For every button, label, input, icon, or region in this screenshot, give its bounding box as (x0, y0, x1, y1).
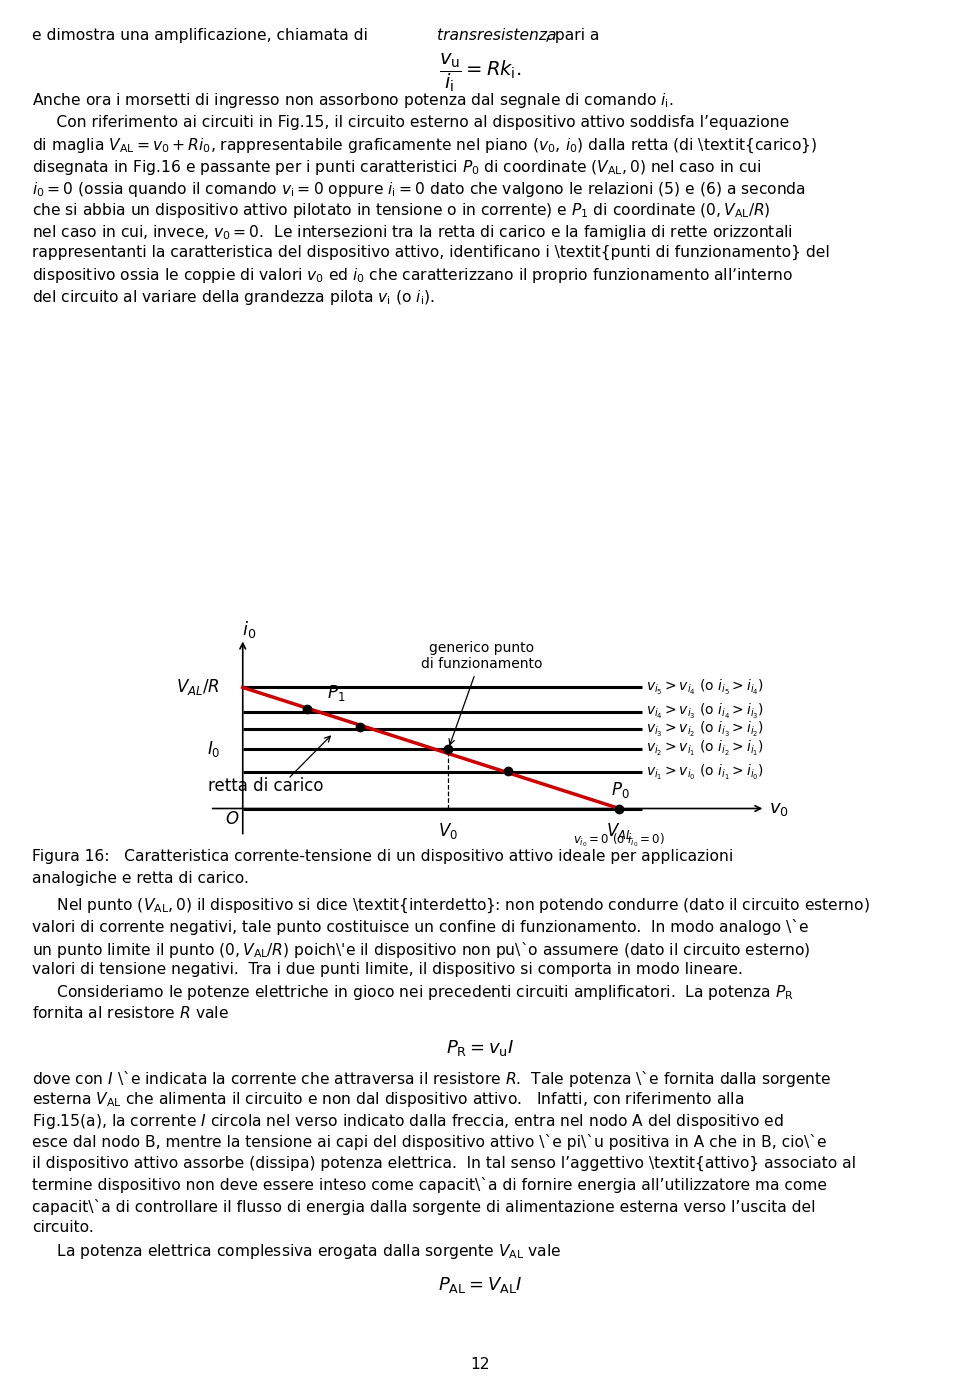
Text: $v_{i_2} > v_{i_1}$ (o $i_{i_2} > i_{i_1}$): $v_{i_2} > v_{i_1}$ (o $i_{i_2} > i_{i_1… (646, 739, 764, 759)
Text: capacit\`a di controllare il flusso di energia dalla sorgente di alimentazione e: capacit\`a di controllare il flusso di e… (32, 1199, 815, 1214)
Text: $v_0$: $v_0$ (769, 799, 789, 817)
Text: termine dispositivo non deve essere inteso come capacit\`a di fornire energia al: termine dispositivo non deve essere inte… (32, 1176, 827, 1193)
Text: Figura 16:   Caratteristica corrente-tensione di un dispositivo attivo ideale pe: Figura 16: Caratteristica corrente-tensi… (32, 849, 732, 865)
Text: $V_0$: $V_0$ (439, 821, 459, 841)
Text: $V_{AL}$: $V_{AL}$ (606, 821, 633, 841)
Text: Consideriamo le potenze elettriche in gioco nei precedenti circuiti amplificator: Consideriamo le potenze elettriche in gi… (32, 983, 794, 1003)
Text: $P_0$: $P_0$ (611, 780, 630, 799)
Text: e dimostra una amplificazione, chiamata di: e dimostra una amplificazione, chiamata … (32, 28, 372, 43)
Text: esterna $V_{\mathrm{AL}}$ che alimenta il circuito e non dal dispositivo attivo.: esterna $V_{\mathrm{AL}}$ che alimenta i… (32, 1090, 744, 1109)
Text: retta di carico: retta di carico (207, 777, 324, 795)
Text: dispositivo ossia le coppie di valori $v_0$ ed $i_0$ che caratterizzano il propr: dispositivo ossia le coppie di valori $v… (32, 265, 793, 285)
Text: $\dfrac{v_{\mathrm{u}}}{i_{\mathrm{i}}} = Rk_{\mathrm{i}}.$: $\dfrac{v_{\mathrm{u}}}{i_{\mathrm{i}}} … (439, 52, 521, 95)
Text: $i_0$: $i_0$ (242, 619, 256, 640)
Text: $v_{i_0} = 0$ (o $i_{i_0} = 0$): $v_{i_0} = 0$ (o $i_{i_0} = 0$) (573, 831, 665, 849)
Text: $v_{i_5} > v_{i_4}$ (o $i_{i_5} > i_{i_4}$): $v_{i_5} > v_{i_4}$ (o $i_{i_5} > i_{i_4… (646, 678, 764, 697)
Text: nel caso in cui, invece, $v_0 = 0$.  Le intersezioni tra la retta di carico e la: nel caso in cui, invece, $v_0 = 0$. Le i… (32, 224, 793, 242)
Text: analogiche e retta di carico.: analogiche e retta di carico. (32, 872, 249, 886)
Text: generico punto
di funzionamento: generico punto di funzionamento (420, 641, 542, 745)
Text: di maglia $V_{\mathrm{AL}} = v_0 + Ri_0$, rappresentabile graficamente nel piano: di maglia $V_{\mathrm{AL}} = v_0 + Ri_0$… (32, 137, 817, 155)
Text: $P_1$: $P_1$ (327, 683, 346, 703)
Text: $O$: $O$ (226, 810, 240, 828)
Text: Nel punto $(V_{\mathrm{AL}},0)$ il dispositivo si dice \textit{interdetto}: non : Nel punto $(V_{\mathrm{AL}},0)$ il dispo… (32, 897, 870, 915)
Text: dove con $I$ \`e indicata la corrente che attraversa il resistore $R$.  Tale pot: dove con $I$ \`e indicata la corrente ch… (32, 1069, 831, 1088)
Text: del circuito al variare della grandezza pilota $v_{\mathrm{i}}$ (o $i_{\mathrm{i: del circuito al variare della grandezza … (32, 288, 435, 307)
Text: Fig.15(a), la corrente $I$ circola nel verso indicato dalla freccia, entra nel n: Fig.15(a), la corrente $I$ circola nel v… (32, 1112, 783, 1132)
Text: un punto limite il punto $(0,V_{\mathrm{AL}}/R)$ poich\'e il dispositivo non pu\: un punto limite il punto $(0,V_{\mathrm{… (32, 940, 810, 960)
Text: fornita al resistore $R$ vale: fornita al resistore $R$ vale (32, 1006, 228, 1021)
Text: 12: 12 (470, 1356, 490, 1372)
Text: La potenza elettrica complessiva erogata dalla sorgente $V_{\mathrm{AL}}$ vale: La potenza elettrica complessiva erogata… (32, 1242, 562, 1261)
Text: valori di tensione negativi.  Tra i due punti limite, il dispositivo si comporta: valori di tensione negativi. Tra i due p… (32, 961, 742, 977)
Text: rappresentanti la caratteristica del dispositivo attivo, identificano i \textit{: rappresentanti la caratteristica del dis… (32, 244, 829, 260)
Text: $v_{i_3} > v_{i_2}$ (o $i_{i_3} > i_{i_2}$): $v_{i_3} > v_{i_2}$ (o $i_{i_3} > i_{i_2… (646, 719, 764, 739)
Text: , pari a: , pari a (545, 28, 600, 43)
Text: $I_0$: $I_0$ (206, 739, 220, 759)
Text: $i_0 = 0$ (ossia quando il comando $v_{\mathrm{i}} = 0$ oppure $i_{\mathrm{i}} =: $i_0 = 0$ (ossia quando il comando $v_{\… (32, 180, 805, 198)
Text: $P_{\mathrm{AL}} = V_{\mathrm{AL}} I$: $P_{\mathrm{AL}} = V_{\mathrm{AL}} I$ (438, 1274, 522, 1295)
Text: circuito.: circuito. (32, 1221, 93, 1235)
Text: valori di corrente negativi, tale punto costituisce un confine di funzionamento.: valori di corrente negativi, tale punto … (32, 919, 808, 935)
Text: $P_{\mathrm{R}} = v_{\mathrm{u}} I$: $P_{\mathrm{R}} = v_{\mathrm{u}} I$ (445, 1038, 515, 1058)
Text: $v_{i_1} > v_{i_0}$ (o $i_{i_1} > i_{i_0}$): $v_{i_1} > v_{i_0}$ (o $i_{i_1} > i_{i_0… (646, 763, 764, 782)
Text: che si abbia un dispositivo attivo pilotato in tensione o in corrente) e $P_1$ d: che si abbia un dispositivo attivo pilot… (32, 201, 770, 221)
Text: transresistenza: transresistenza (437, 28, 556, 43)
Text: il dispositivo attivo assorbe (dissipa) potenza elettrica.  In tal senso l’agget: il dispositivo attivo assorbe (dissipa) … (32, 1155, 855, 1171)
Text: $V_{AL}/R$: $V_{AL}/R$ (177, 678, 220, 697)
Text: esce dal nodo B, mentre la tensione ai capi del dispositivo attivo \`e pi\`u pos: esce dal nodo B, mentre la tensione ai c… (32, 1134, 827, 1150)
Text: $v_{i_4} > v_{i_3}$ (o $i_{i_4} > i_{i_3}$): $v_{i_4} > v_{i_3}$ (o $i_{i_4} > i_{i_3… (646, 703, 764, 721)
Text: Anche ora i morsetti di ingresso non assorbono potenza dal segnale di comando $i: Anche ora i morsetti di ingresso non ass… (32, 91, 673, 110)
Text: Con riferimento ai circuiti in Fig.15, il circuito esterno al dispositivo attivo: Con riferimento ai circuiti in Fig.15, i… (32, 115, 789, 130)
Text: disegnata in Fig.16 e passante per i punti caratteristici $P_0$ di coordinate $(: disegnata in Fig.16 e passante per i pun… (32, 158, 761, 177)
